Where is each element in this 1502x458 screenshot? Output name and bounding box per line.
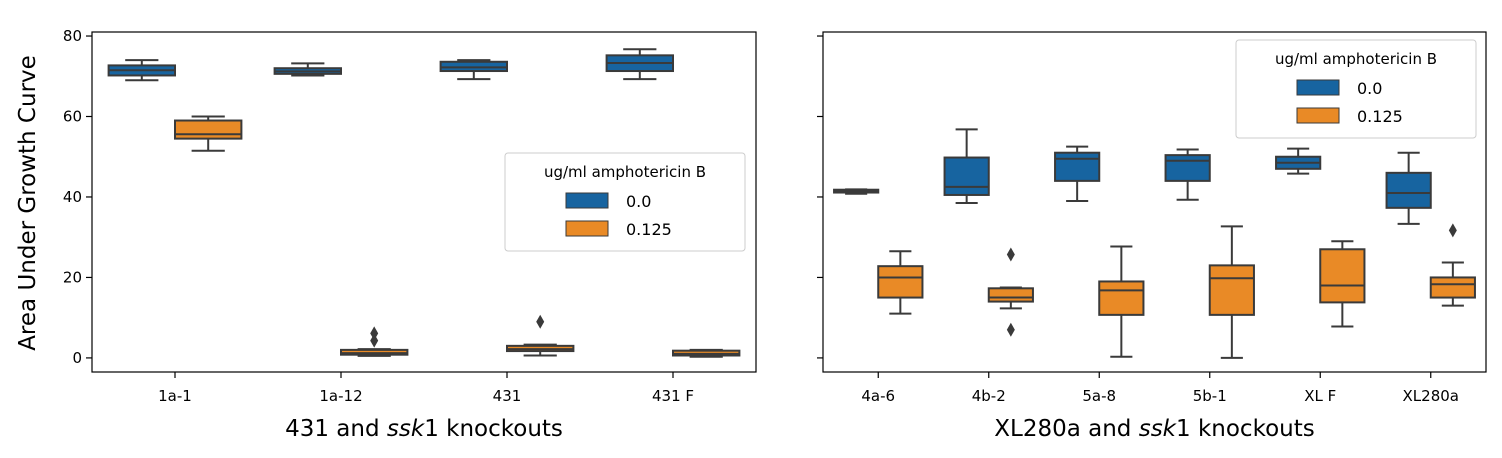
x-tick-label: 431: [493, 387, 522, 405]
chart-panel-left: 0 20 40 60 80 1a-1 1a-12 431 431 F ug/ml amphoter…: [63, 27, 757, 442]
x-tick-label: 431 F: [652, 387, 694, 405]
legend-entry-label: 0.125: [1357, 107, 1403, 126]
x-tick-label: XL280a: [1403, 387, 1459, 405]
box-body: [1385, 171, 1432, 209]
x-axis-label-part: XL280a and: [994, 416, 1138, 442]
legend-frame: [504, 152, 746, 252]
box-body: [1208, 264, 1255, 316]
x-axis-label-part: 1 knockouts: [424, 416, 563, 442]
x-tick-label: 4b-2: [972, 387, 1006, 405]
axes-frame: [91, 31, 757, 373]
box-body: [1319, 248, 1366, 304]
legend-entry-label: 0.0: [1357, 79, 1382, 98]
legend-swatch: [1296, 79, 1340, 96]
legend-frame: [1235, 39, 1477, 139]
x-tick-label: 1a-1: [158, 387, 192, 405]
x-tick-label: 5a-8: [1082, 387, 1116, 405]
box-0.125-5b-1: [1208, 225, 1255, 359]
box-0.0-431: [439, 59, 509, 81]
box-0.0-4a-6: [833, 188, 880, 195]
x-axis-label-part: ssk: [387, 416, 426, 442]
box-0.0-431 F: [605, 48, 674, 81]
chart-panel-right: 4a-6 4b-2 5a-8 5b-1 XL F XL280a ug/ml amphoter…: [817, 31, 1487, 442]
legend-swatch: [565, 192, 609, 209]
box-body: [1429, 276, 1476, 299]
legend-entry-label: 0.125: [626, 220, 672, 239]
box-0.0-4b-2: [943, 128, 990, 205]
x-axis-label: 431 and ssk1 knockouts: [285, 416, 563, 442]
box-0.0-1a-1: [107, 59, 176, 82]
box-body: [174, 119, 243, 140]
box-0.125-431: [506, 314, 575, 357]
y-axis-label: Area Under Growth Curve: [15, 55, 41, 351]
y-tick-label: 0: [72, 349, 82, 367]
outlier-marker: [1006, 247, 1015, 262]
x-tick-label: XL F: [1304, 387, 1336, 405]
y-tick-label: 20: [63, 268, 82, 286]
y-tick-label: 40: [63, 188, 82, 206]
legend-entry-label: 0.0: [626, 192, 651, 211]
box-0.0-XL F: [1275, 147, 1322, 175]
box-body: [987, 287, 1034, 303]
x-tick-label: 1a-12: [319, 387, 362, 405]
y-tick-label: 80: [63, 27, 82, 45]
x-tick-label: 5b-1: [1193, 387, 1227, 405]
y-tick-label: 60: [63, 107, 82, 125]
box-0.0-5a-8: [1054, 145, 1101, 202]
legend-swatch: [565, 220, 609, 237]
x-axis-label-part: 431 and: [285, 416, 387, 442]
box-body: [1054, 151, 1101, 182]
legend-swatch: [1296, 107, 1340, 124]
outlier-marker: [370, 326, 379, 341]
box-body: [943, 156, 990, 196]
outlier-marker: [1448, 223, 1457, 238]
box-0.125-4b-2: [987, 247, 1034, 337]
legend: ug/ml amphotericin B 0.0 0.125: [1235, 39, 1477, 139]
box-body: [1164, 154, 1211, 182]
box-0.0-5b-1: [1164, 148, 1211, 201]
legend: ug/ml amphotericin B 0.0 0.125: [504, 152, 746, 252]
axes-frame: [822, 31, 1487, 373]
outlier-marker: [536, 314, 545, 329]
x-axis-label-part: ssk: [1139, 416, 1178, 442]
legend-title: ug/ml amphotericin B: [544, 163, 706, 181]
box-0.125-4a-6: [877, 250, 924, 315]
box-0.125-431 F: [672, 348, 741, 358]
box-0.125-XL280a: [1429, 223, 1476, 307]
legend-title: ug/ml amphotericin B: [1275, 50, 1437, 68]
x-axis-label: XL280a and ssk1 knockouts: [994, 416, 1314, 442]
outlier-marker: [1006, 322, 1015, 337]
box-0.0-XL280a: [1385, 151, 1432, 225]
box-0.125-5a-8: [1098, 245, 1145, 358]
x-tick-label: 4a-6: [861, 387, 895, 405]
box-0.125-XL F: [1319, 240, 1366, 328]
box-0.125-1a-12: [340, 326, 409, 357]
box-body: [439, 60, 509, 73]
outlier-marker: [370, 333, 379, 348]
box-0.0-1a-12: [273, 62, 343, 77]
box-body: [877, 265, 924, 299]
box-0.125-1a-1: [174, 115, 243, 152]
box-body: [1098, 280, 1145, 316]
x-axis-label-part: 1 knockouts: [1176, 416, 1315, 442]
